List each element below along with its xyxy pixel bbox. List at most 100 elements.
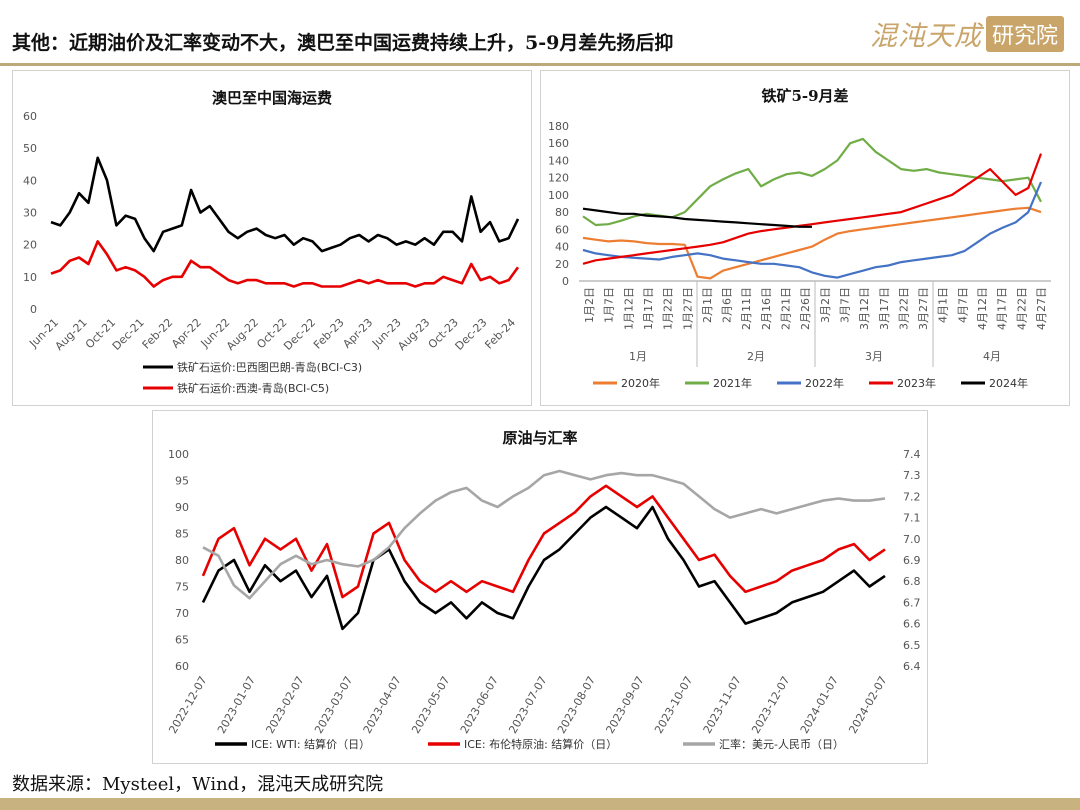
y-tick-label: 10 [23, 271, 37, 284]
y-tick-label: 60 [555, 223, 569, 236]
x-tick-label: Aug-21 [53, 316, 90, 353]
x-tick-label: 1月12日 [622, 287, 635, 330]
y-tick-label: 75 [175, 581, 189, 594]
series-line-2 [582, 181, 1043, 279]
y2-tick-label: 7.2 [903, 490, 921, 503]
legend-label: ICE: WTI: 结算价（日） [251, 737, 370, 751]
x-tick-label: 4月12日 [976, 287, 989, 330]
legend-label: ICE: 布伦特原油: 结算价（日） [464, 737, 617, 751]
y2-tick-label: 6.4 [903, 660, 921, 673]
y-tick-label: 80 [555, 206, 569, 219]
y-tick-label: 0 [30, 303, 37, 316]
y2-tick-label: 6.9 [903, 554, 921, 567]
x-tick-label: 2月1日 [701, 287, 714, 323]
x-tick-label: 2023-04-07 [361, 674, 404, 736]
y-tick-label: 65 [175, 634, 189, 647]
x-tick-label: 2月26日 [799, 287, 812, 330]
series-line-1 [201, 484, 886, 599]
y-tick-label: 50 [23, 142, 37, 155]
legend-label: 2023年 [897, 376, 936, 390]
x-tick-label: 3月27日 [917, 287, 930, 330]
series-line-2 [202, 469, 886, 600]
legend-label: 2024年 [989, 376, 1028, 390]
x-tick-label: 1月17日 [642, 287, 655, 330]
legend-label: 汇率：美元-人民币（日） [719, 737, 844, 751]
month-label: 1月 [629, 350, 647, 363]
y-tick-label: 160 [548, 137, 569, 150]
legend-label: 铁矿石运价:西澳-青岛(BCI-C5) [177, 381, 329, 395]
x-tick-label: 2月16日 [760, 287, 773, 330]
x-tick-label: Dec-23 [453, 316, 490, 353]
footer-band [0, 798, 1080, 810]
y-tick-label: 100 [168, 448, 189, 461]
x-tick-label: 1月27日 [681, 287, 694, 330]
series-line-4 [582, 207, 812, 228]
x-tick-label: 2023-07-07 [506, 674, 549, 736]
oil-fx-chart: 原油与汇率 60 65 70 75 80 85 90 95 100 6.4 6.5 6.6 6.7 6.8 6… [166, 429, 921, 751]
x-tick-label: 4月7日 [956, 287, 969, 323]
series-line-0 [50, 156, 520, 253]
y-tick-label: 180 [548, 120, 569, 133]
month-label: 4月 [983, 350, 1001, 363]
x-tick-label: 2024-01-07 [798, 674, 841, 736]
x-tick-label: Aug-23 [395, 316, 432, 353]
x-tick-label: 2023-12-07 [749, 674, 792, 736]
y-tick-label: 70 [175, 607, 189, 620]
y2-tick-label: 6.6 [903, 618, 921, 631]
legend-label: 2021年 [713, 376, 752, 390]
x-tick-label: Dec-21 [110, 316, 147, 353]
y-tick-label: 80 [175, 554, 189, 567]
x-tick-label: 3月12日 [858, 287, 871, 330]
x-tick-label: Feb-22 [140, 316, 176, 352]
x-tick-label: Dec-22 [281, 316, 318, 353]
x-tick-label: 2023-05-07 [409, 674, 452, 736]
x-tick-label: 3月17日 [878, 287, 891, 330]
freight-chart-panel: 澳巴至中国海运费 0 10 20 30 40 50 60 Jun-21 Aug-21 Oct-21 D… [12, 70, 532, 406]
x-tick-label: 1月2日 [583, 287, 596, 323]
legend-label: 铁矿石运价:巴西图巴朗-青岛(BCI-C3) [177, 360, 362, 374]
oil-fx-chart-panel: 原油与汇率 60 65 70 75 80 85 90 95 100 6.4 6.5 6.6 6.7 6.8 6… [152, 410, 928, 764]
month-label: 3月 [865, 350, 883, 363]
y-tick-label: 90 [175, 501, 189, 514]
y-tick-label: 95 [175, 475, 189, 488]
x-tick-label: 4月27日 [1035, 287, 1048, 330]
y2-tick-label: 6.8 [903, 575, 921, 588]
y-tick-label: 60 [23, 110, 37, 123]
x-tick-label: 2023-06-07 [458, 674, 501, 736]
x-tick-label: 2023-11-07 [701, 674, 744, 736]
x-tick-label: 2月21日 [780, 287, 793, 330]
x-tick-label: Feb-24 [482, 316, 518, 352]
y-tick-label: 0 [562, 275, 569, 288]
legend-label: 2020年 [621, 376, 660, 390]
x-tick-label: 3月7日 [838, 287, 851, 323]
x-tick-label: Feb-23 [311, 316, 347, 352]
y-tick-label: 30 [23, 207, 37, 220]
y-tick-label: 20 [555, 258, 569, 271]
y2-tick-label: 7.3 [903, 469, 921, 482]
title-rest: ：近期油价及汇率变动不大，澳巴至中国运费持续上升，5-9月差先扬后抑 [50, 32, 674, 54]
logo-badge: 研究院 [985, 15, 1064, 52]
x-tick-label: 2022-12-07 [166, 674, 209, 736]
x-tick-label: 4月17日 [996, 287, 1009, 330]
x-tick-label: Aug-22 [224, 316, 261, 353]
series-line-3 [582, 153, 1043, 265]
x-tick-label: 2月6日 [721, 287, 734, 323]
series-line-1 [50, 240, 520, 288]
page-title: 其他：近期油价及汇率变动不大，澳巴至中国运费持续上升，5-9月差先扬后抑 [12, 28, 673, 55]
header-rule [0, 63, 1080, 66]
x-tick-label: Apr-22 [169, 316, 204, 351]
series-line-0 [201, 505, 886, 631]
x-tick-label: 4月1日 [937, 287, 950, 323]
month-label: 2月 [747, 350, 765, 363]
y-tick-label: 60 [175, 660, 189, 673]
x-tick-label: 2月11日 [740, 287, 753, 330]
y2-tick-label: 7.4 [903, 448, 921, 461]
y-tick-label: 140 [548, 154, 569, 167]
y-tick-label: 20 [23, 239, 37, 252]
x-tick-label: 2023-01-07 [215, 674, 258, 736]
chart-title: 原油与汇率 [502, 429, 577, 447]
y-tick-label: 120 [548, 172, 569, 185]
x-tick-label: Apr-23 [340, 316, 375, 351]
legend-label: 2022年 [805, 376, 844, 390]
y2-tick-label: 7.0 [903, 533, 921, 546]
